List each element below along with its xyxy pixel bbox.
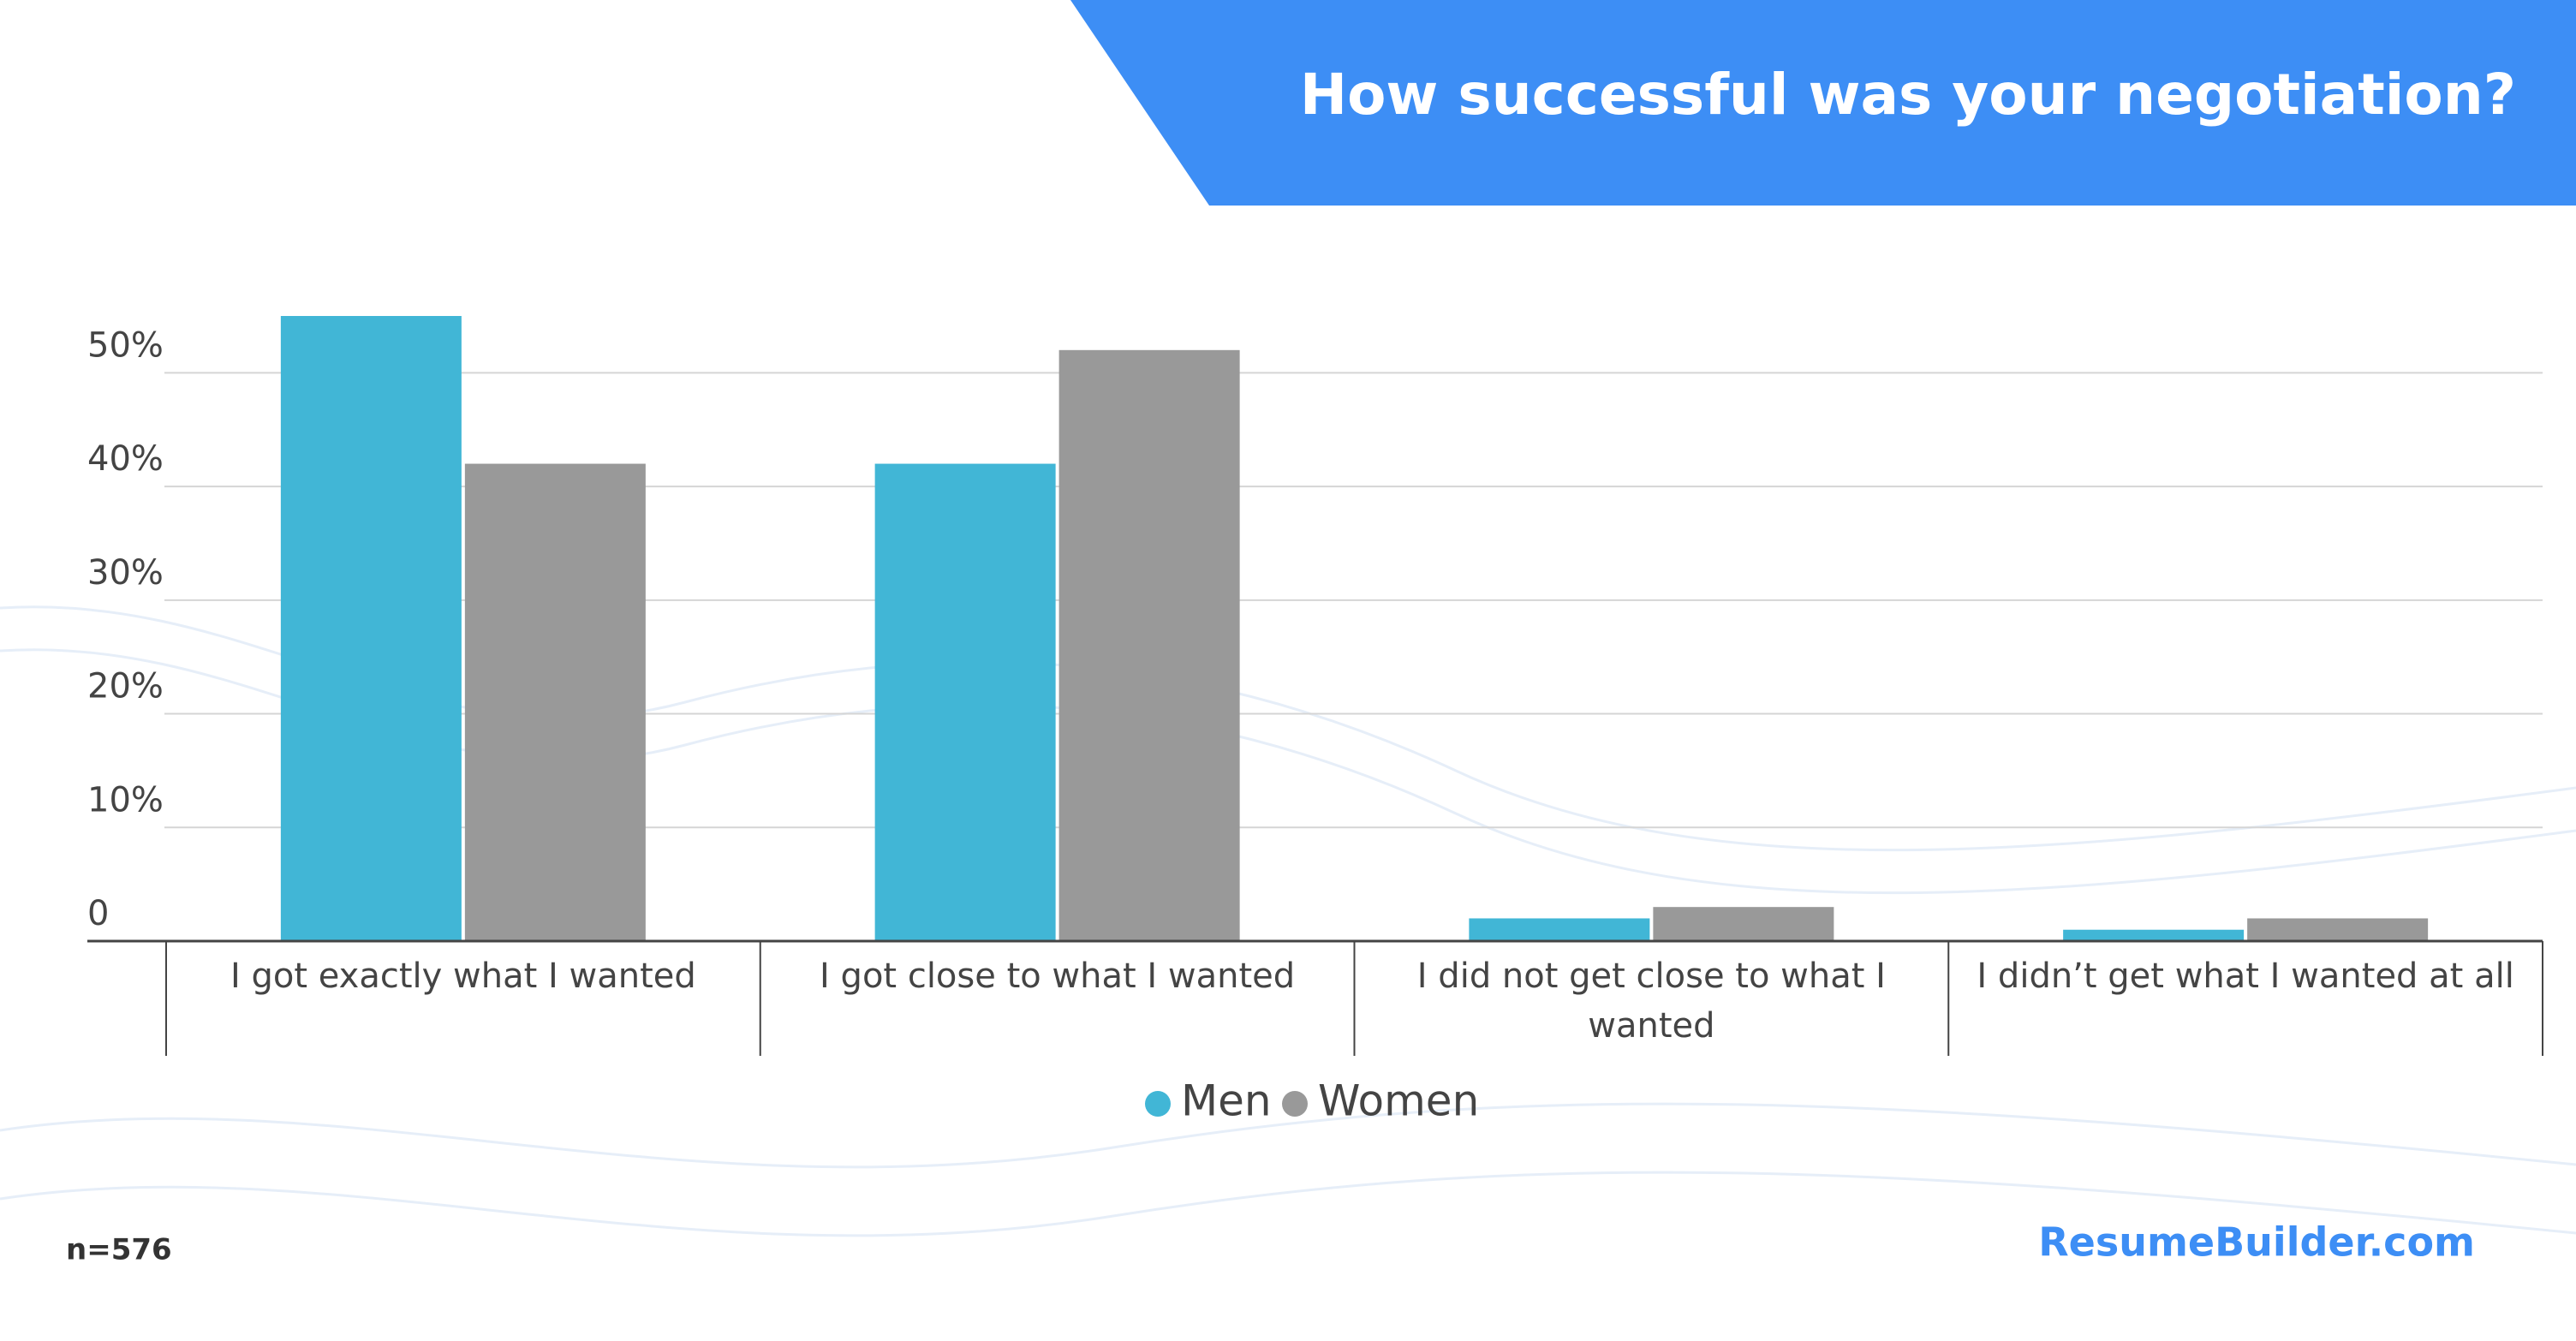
x-tick-label: I got exactly what I wanted xyxy=(230,957,696,996)
bar xyxy=(1058,349,1240,941)
y-tick-label: 40% xyxy=(87,439,164,479)
x-tick-label: I didn’t get what I wanted at all xyxy=(1977,957,2514,996)
y-tick-label: 50% xyxy=(87,325,164,365)
y-tick-label: 30% xyxy=(87,553,164,593)
legend-label: Men xyxy=(1181,1076,1272,1126)
bar xyxy=(1469,918,1650,941)
legend-marker xyxy=(1282,1091,1308,1117)
y-tick-label: 10% xyxy=(87,780,164,820)
legend-label: Women xyxy=(1318,1076,1479,1126)
x-tick-label: I did not get close to what I wanted xyxy=(1416,957,1886,1046)
x-tick-label: I got close to what I wanted xyxy=(820,957,1296,996)
bar xyxy=(280,316,462,941)
chart-title: How successful was your negotiation? xyxy=(1300,62,2516,128)
bar xyxy=(874,463,1056,941)
y-tick-label: 0 xyxy=(87,894,109,933)
bar xyxy=(1653,907,1834,941)
source: ResumeBuilder.com xyxy=(2038,1219,2475,1266)
legend-marker xyxy=(1145,1091,1171,1117)
bar xyxy=(464,463,646,941)
y-tick-label: 20% xyxy=(87,667,164,706)
bar xyxy=(2063,929,2245,941)
bar xyxy=(2247,918,2429,941)
sample-note: n=576 xyxy=(66,1233,172,1267)
title-banner xyxy=(1070,0,2576,206)
